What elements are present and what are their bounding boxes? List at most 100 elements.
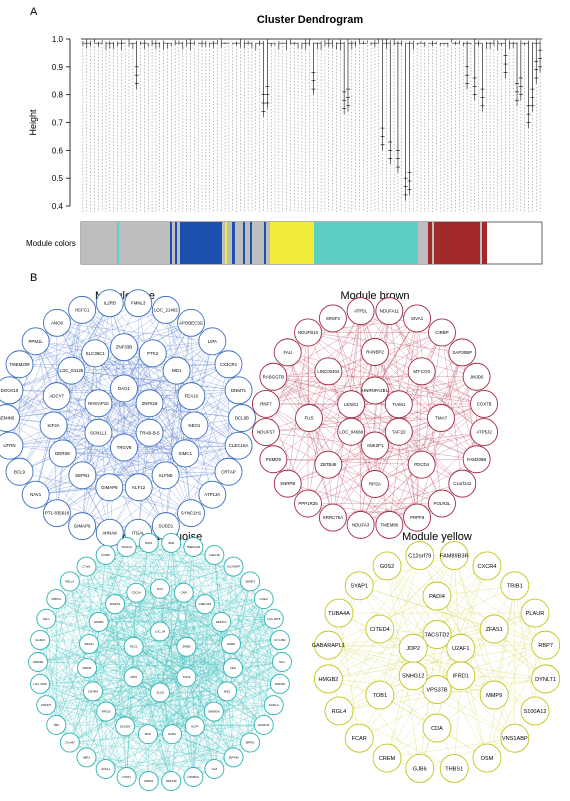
network-edge xyxy=(35,370,177,495)
network-edge xyxy=(109,453,186,488)
network-edge xyxy=(194,711,214,727)
network-edge xyxy=(359,675,414,739)
network-edge xyxy=(350,311,361,405)
network-edge xyxy=(171,542,173,735)
network-edge xyxy=(19,453,63,472)
network-edge xyxy=(69,742,149,782)
network-edge xyxy=(53,403,99,426)
node-circle xyxy=(403,304,432,333)
network-edge xyxy=(69,618,274,743)
network-node: TGN3 xyxy=(176,667,197,688)
network-edge xyxy=(81,309,96,354)
network-edge xyxy=(436,565,488,635)
node-circle xyxy=(324,598,354,628)
network-edge xyxy=(37,646,187,663)
network-edge xyxy=(133,677,215,770)
network-edge xyxy=(39,683,194,778)
network-edge xyxy=(69,598,264,743)
node-label: CEG xyxy=(230,666,236,670)
network-edge xyxy=(226,691,264,726)
network-edge xyxy=(56,512,139,534)
network-edge xyxy=(416,318,443,333)
network-edge xyxy=(9,370,177,446)
network-edge xyxy=(308,332,443,419)
network-edge xyxy=(81,353,96,527)
network-edge xyxy=(71,309,83,371)
network-edge xyxy=(374,311,390,485)
network-edge xyxy=(71,364,229,371)
network-edge xyxy=(165,341,213,476)
network-edge xyxy=(159,588,222,623)
network-edge xyxy=(35,395,192,495)
network-edge xyxy=(171,733,234,758)
network-edge xyxy=(350,311,390,432)
network-edge xyxy=(171,542,187,678)
node-circle xyxy=(173,582,194,603)
network-edge xyxy=(493,585,516,696)
network-edge xyxy=(69,643,232,743)
network-edge xyxy=(5,353,96,419)
network-edge xyxy=(105,554,232,645)
network-edge xyxy=(86,757,215,770)
network-edge xyxy=(265,371,422,433)
network-edge xyxy=(88,643,280,685)
network-edge xyxy=(69,581,126,727)
node-label: ZNF443 xyxy=(228,755,239,759)
network-edge xyxy=(56,390,239,514)
network-edge xyxy=(307,464,422,504)
network-edge xyxy=(105,554,281,685)
network-edge xyxy=(186,581,251,647)
node-label: LOC_21402 xyxy=(154,307,178,312)
network-edge xyxy=(114,604,234,669)
network-edge xyxy=(136,592,264,726)
network-edge xyxy=(204,604,281,685)
network-edge xyxy=(81,309,195,426)
network-edge xyxy=(105,554,161,693)
node-circle xyxy=(337,390,366,419)
network-edge xyxy=(185,390,239,454)
network-edge xyxy=(126,546,274,706)
network-edge xyxy=(89,621,222,645)
network-node: SCN1L1 xyxy=(84,418,113,447)
network-edge xyxy=(265,403,485,433)
network-edge xyxy=(81,309,229,472)
network-edge xyxy=(213,711,264,726)
network-edge xyxy=(9,353,96,391)
network-edge xyxy=(69,581,251,743)
network-edge xyxy=(126,643,232,778)
network-edge xyxy=(359,555,455,586)
network-edge xyxy=(105,618,274,770)
network-edge xyxy=(486,585,516,759)
network-edge xyxy=(109,364,229,488)
network-edge xyxy=(232,581,251,669)
network-edge xyxy=(133,677,214,712)
network-node: NCF4 xyxy=(184,716,205,737)
node-circle xyxy=(251,418,280,447)
network-edge xyxy=(86,733,149,758)
network-node: GABARAPL1 xyxy=(312,630,345,660)
network-edge xyxy=(46,618,234,669)
module-color-segment xyxy=(252,222,264,264)
node-circle xyxy=(318,304,347,333)
network-edge xyxy=(37,621,222,663)
network-edge xyxy=(46,677,187,706)
network-edge xyxy=(86,667,195,727)
node-label: LINC00402 xyxy=(317,369,340,374)
network-edge xyxy=(421,371,485,405)
node-circle xyxy=(269,630,290,650)
network-edge xyxy=(159,631,234,758)
network-edge xyxy=(56,395,166,476)
network-edge xyxy=(5,417,239,446)
network-edge xyxy=(126,546,251,582)
network-edge xyxy=(265,417,442,433)
network-edge xyxy=(95,353,239,391)
network-node: LOC_04668 xyxy=(337,417,366,446)
network-edge xyxy=(171,542,194,778)
node-circle xyxy=(295,404,323,432)
module-color-segment xyxy=(170,222,172,264)
module-color-segment xyxy=(81,222,117,264)
network-edge xyxy=(46,618,106,770)
network-edge xyxy=(441,459,477,504)
network-edge xyxy=(133,592,184,647)
network-edge xyxy=(183,592,234,758)
